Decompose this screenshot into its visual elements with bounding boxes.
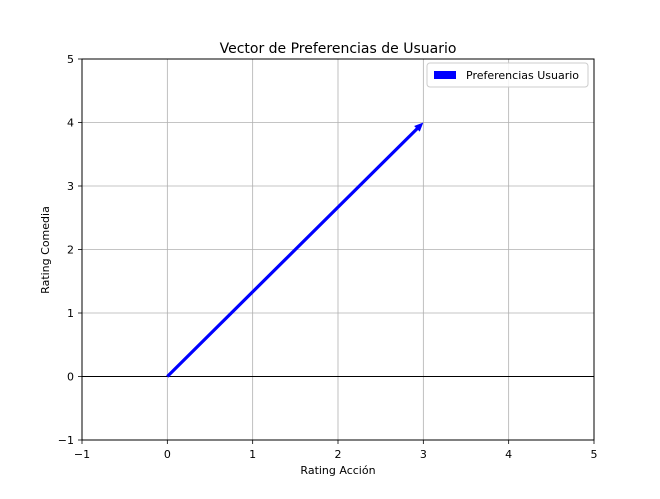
y-tick-label: 4 (67, 117, 74, 130)
y-axis-label: Rating Comedia (39, 206, 52, 294)
chart-title: Vector de Preferencias de Usuario (220, 41, 457, 57)
x-tick-label: 2 (335, 448, 342, 461)
y-tick-label: 5 (67, 53, 74, 66)
y-tick-label: 1 (67, 307, 74, 320)
y-tick-label: 3 (67, 180, 74, 193)
x-tick-label: 3 (420, 448, 427, 461)
y-tick-label: −1 (58, 434, 74, 447)
x-tick-labels: −1 0 1 2 3 4 5 (74, 440, 598, 461)
legend: Preferencias Usuario (426, 62, 589, 88)
x-tick-label: 0 (164, 448, 171, 461)
legend-box (426, 62, 589, 88)
x-tick-label: 5 (591, 448, 598, 461)
x-tick-label: −1 (74, 448, 90, 461)
legend-entry-label: Preferencias Usuario (466, 69, 579, 82)
y-tick-label: 2 (67, 244, 74, 257)
legend-swatch (434, 71, 456, 79)
vector-layer (166, 122, 424, 378)
x-tick-label: 4 (505, 448, 512, 461)
y-tick-labels: −1 0 1 2 3 4 5 (58, 53, 82, 447)
y-tick-label: 0 (67, 371, 74, 384)
x-axis-label: Rating Acción (300, 464, 375, 477)
plot-frame (81, 58, 595, 441)
vector-arrow (166, 122, 424, 378)
x-tick-label: 1 (249, 448, 256, 461)
